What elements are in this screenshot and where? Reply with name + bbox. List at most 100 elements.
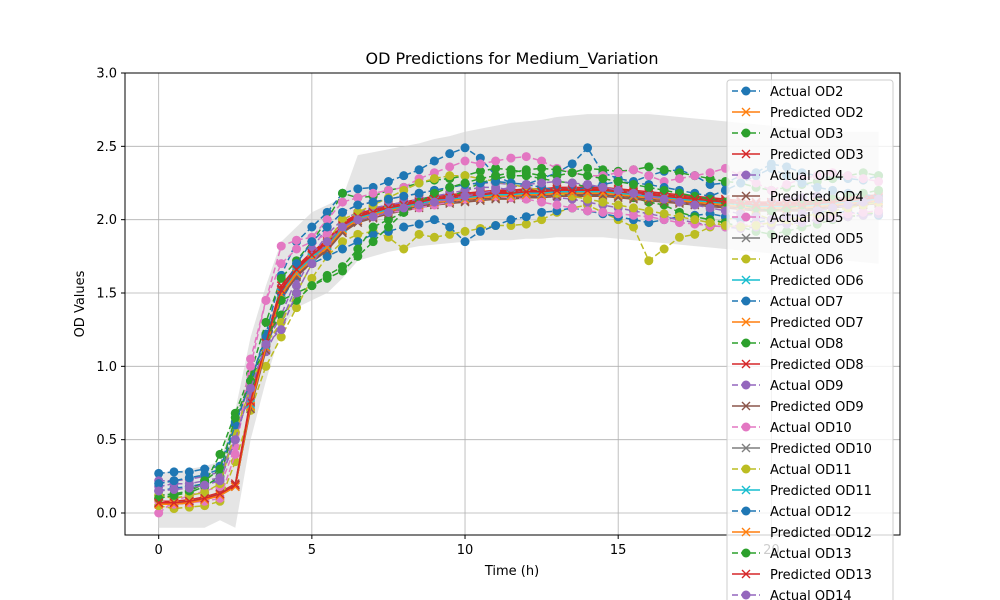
- data-point: [598, 207, 608, 217]
- data-point: [521, 212, 531, 222]
- data-point: [292, 265, 302, 275]
- data-point: [583, 163, 593, 173]
- data-point: [276, 273, 286, 283]
- legend-item: Predicted OD7: [732, 316, 864, 331]
- data-point: [567, 203, 577, 213]
- data-point: [383, 207, 393, 217]
- legend-label: Predicted OD5: [770, 232, 864, 247]
- legend-label: Actual OD4: [770, 169, 843, 184]
- data-point: [460, 178, 470, 188]
- data-point: [506, 215, 516, 225]
- legend-label: Actual OD8: [770, 337, 843, 352]
- data-point: [674, 232, 684, 242]
- data-point: [659, 165, 669, 175]
- legend-label: Predicted OD11: [770, 484, 872, 499]
- data-point: [215, 476, 225, 486]
- data-point: [659, 194, 669, 204]
- data-point: [644, 256, 654, 266]
- data-point: [322, 215, 332, 225]
- legend-label: Predicted OD2: [770, 106, 864, 121]
- data-point: [230, 449, 240, 459]
- data-point: [445, 162, 455, 172]
- data-point: [169, 476, 179, 486]
- data-point: [353, 244, 363, 254]
- data-point: [215, 449, 225, 459]
- data-point: [644, 171, 654, 181]
- data-point: [674, 188, 684, 198]
- data-point: [261, 317, 271, 327]
- data-point: [583, 179, 593, 189]
- data-point: [491, 185, 501, 195]
- legend-marker: [741, 548, 751, 558]
- data-point: [521, 187, 531, 197]
- data-point: [337, 266, 347, 276]
- y-tick-label: 1.0: [96, 360, 117, 375]
- data-point: [460, 191, 470, 201]
- legend-item: Actual OD14: [732, 589, 852, 600]
- x-tick-label: 15: [610, 543, 627, 558]
- data-point: [598, 174, 608, 184]
- data-point: [246, 383, 256, 393]
- data-point: [445, 149, 455, 159]
- y-tick-label: 2.5: [96, 140, 117, 155]
- data-point: [353, 200, 363, 210]
- data-point: [521, 219, 531, 229]
- data-point: [154, 486, 164, 496]
- data-point: [399, 244, 409, 254]
- legend-label: Actual OD13: [770, 547, 852, 562]
- data-point: [552, 185, 562, 195]
- data-point: [628, 210, 638, 220]
- legend-label: Actual OD6: [770, 253, 843, 268]
- legend-item: Actual OD4: [732, 169, 843, 184]
- data-point: [383, 215, 393, 225]
- data-point: [567, 168, 577, 178]
- data-point: [445, 182, 455, 192]
- legend-item: Predicted OD4: [732, 190, 864, 205]
- legend-marker: [741, 590, 751, 600]
- data-point: [200, 493, 210, 503]
- data-point: [399, 222, 409, 232]
- data-point: [322, 229, 332, 239]
- data-point: [491, 221, 501, 231]
- legend-item: Actual OD13: [732, 547, 852, 562]
- data-point: [537, 207, 547, 217]
- data-point: [337, 188, 347, 198]
- data-point: [537, 187, 547, 197]
- legend-marker: [741, 527, 751, 537]
- legend-item: Predicted OD6: [732, 274, 864, 289]
- data-point: [276, 332, 286, 342]
- data-point: [353, 237, 363, 247]
- data-point: [445, 229, 455, 239]
- data-point: [353, 215, 363, 225]
- data-point: [460, 171, 470, 181]
- legend-label: Predicted OD8: [770, 358, 864, 373]
- data-point: [337, 237, 347, 247]
- data-point: [322, 222, 332, 232]
- y-tick-label: 0.0: [96, 507, 117, 522]
- legend-label: Actual OD10: [770, 421, 852, 436]
- data-point: [429, 174, 439, 184]
- legend-label: Actual OD11: [770, 463, 852, 478]
- axes-frame: [124, 72, 901, 536]
- data-point: [215, 464, 225, 474]
- x-tick-label: 5: [308, 543, 316, 558]
- legend-item: Actual OD3: [732, 127, 843, 142]
- data-point: [414, 188, 424, 198]
- data-point: [261, 295, 271, 305]
- x-tick-label: 10: [457, 543, 474, 558]
- data-point: [506, 168, 516, 178]
- legend-label: Predicted OD13: [770, 568, 872, 583]
- data-point: [414, 200, 424, 210]
- data-point: [460, 226, 470, 236]
- legend-item: Actual OD6: [732, 253, 843, 268]
- data-point: [307, 273, 317, 283]
- legend-label: Actual OD14: [770, 589, 852, 600]
- data-point: [292, 259, 302, 269]
- data-point: [552, 200, 562, 210]
- data-point: [475, 166, 485, 176]
- legend-marker: [741, 254, 751, 264]
- y-axis-label: OD Values: [73, 270, 88, 337]
- legend-label: Actual OD2: [770, 85, 843, 100]
- data-point: [445, 222, 455, 232]
